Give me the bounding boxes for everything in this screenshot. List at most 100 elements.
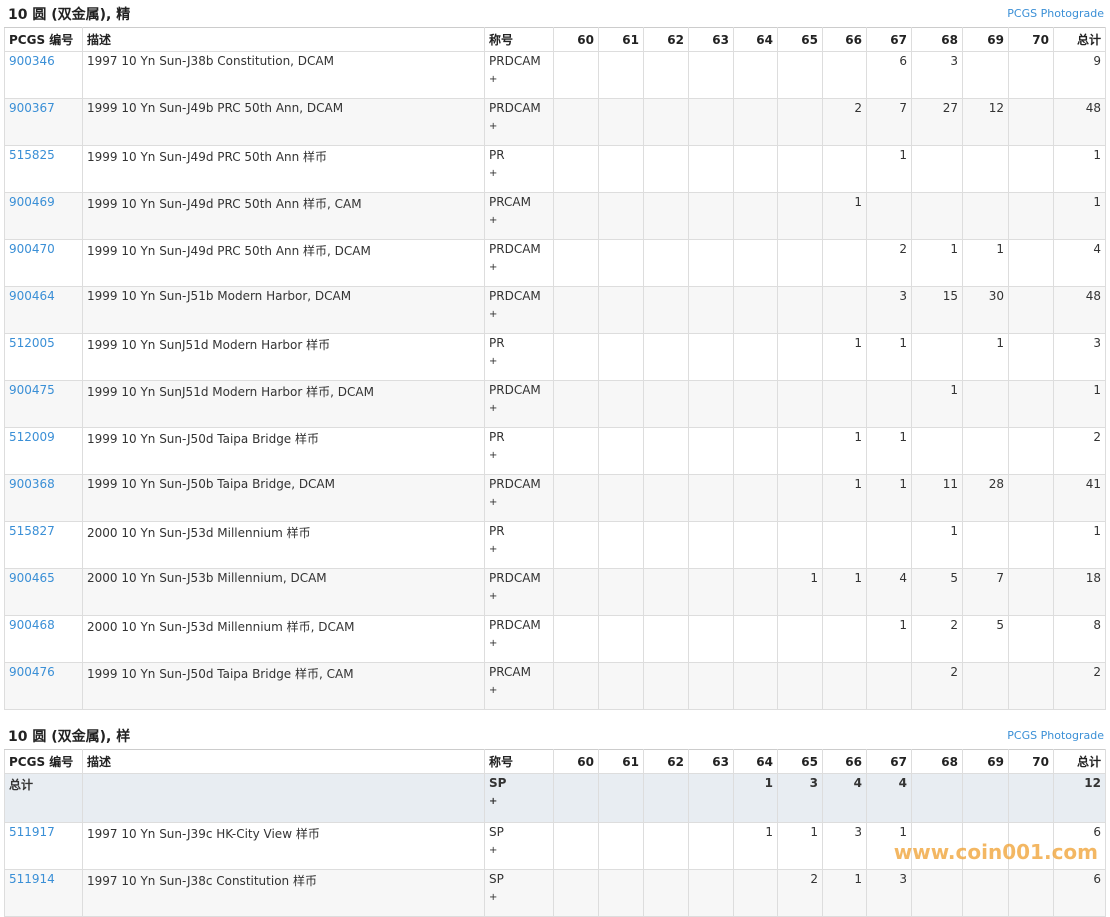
grade-count — [688, 869, 734, 917]
grade-count: 1 — [866, 615, 912, 663]
pcgs-id[interactable]: 900470 — [4, 239, 83, 287]
grade-count — [733, 51, 778, 99]
pcgs-id[interactable]: 900464 — [4, 286, 83, 334]
column-header: 描述 — [82, 749, 485, 774]
plus: + — [489, 591, 498, 602]
pcgs-id[interactable]: 900475 — [4, 380, 83, 428]
table-row: 900468 2000 10 Yn Sun-J53d Millennium 样币,… — [4, 615, 1106, 663]
description: 1999 10 Yn Sun-J49d PRC 50th Ann 样币, DCA… — [82, 239, 485, 287]
grade-count: 1 — [962, 239, 1009, 287]
population-table: PCGS 编号 描述 称号 60 61 62 63 64 65 66 67 68 69 70 总计 总计 SP +… — [4, 749, 1106, 917]
designation-text: PR — [489, 148, 505, 162]
column-header: 65 — [777, 749, 823, 774]
grade-count — [688, 286, 734, 334]
grade-count: 28 — [962, 474, 1009, 522]
column-header: 64 — [733, 749, 778, 774]
grade-count — [643, 192, 689, 240]
grade-count: 1 — [866, 427, 912, 475]
pcgs-id[interactable]: 515827 — [4, 521, 83, 569]
pcgs-id[interactable]: 515825 — [4, 145, 83, 193]
designation-text: PRDCAM — [489, 618, 541, 632]
table-row: 900367 1999 10 Yn Sun-J49b PRC 50th Ann, … — [4, 98, 1106, 146]
grade-count — [911, 822, 963, 870]
grade-count — [1008, 427, 1054, 475]
description: 1999 10 Yn Sun-J49d PRC 50th Ann 样币, CAM — [82, 192, 485, 240]
column-header: 总计 — [1053, 749, 1106, 774]
grade-count — [911, 427, 963, 475]
column-header: 67 — [866, 749, 912, 774]
grade-count — [733, 145, 778, 193]
pcgs-id[interactable]: 900476 — [4, 662, 83, 710]
table-row: 900346 1997 10 Yn Sun-J38b Constitution, … — [4, 51, 1106, 99]
grade-count — [688, 427, 734, 475]
grade-count — [1008, 192, 1054, 240]
table-row: 900368 1999 10 Yn Sun-J50b Taipa Bridge, … — [4, 474, 1106, 522]
pcgs-id[interactable]: 512005 — [4, 333, 83, 381]
column-header: 67 — [866, 27, 912, 52]
grade-count — [553, 145, 599, 193]
column-header: 70 — [1008, 27, 1054, 52]
pcgs-id: 总计 — [4, 773, 83, 823]
grade-count: 1 — [911, 380, 963, 428]
pcgs-id[interactable]: 900367 — [4, 98, 83, 146]
total-count: 2 — [1053, 662, 1106, 710]
spacer — [4, 710, 1106, 722]
total-count: 1 — [1053, 192, 1106, 240]
grade-count — [777, 239, 823, 287]
grade-count — [866, 192, 912, 240]
grade-count — [962, 380, 1009, 428]
pcgs-id[interactable]: 900368 — [4, 474, 83, 522]
grade-count — [598, 380, 644, 428]
grade-count: 3 — [822, 822, 867, 870]
designation: PRCAM + — [484, 662, 554, 710]
grade-count — [643, 51, 689, 99]
pcgs-id[interactable]: 900468 — [4, 615, 83, 663]
total-count: 4 — [1053, 239, 1106, 287]
pcgs-id[interactable]: 900346 — [4, 51, 83, 99]
grade-count — [553, 474, 599, 522]
grade-count — [1008, 662, 1054, 710]
grade-count: 1 — [733, 822, 778, 870]
pcgs-id[interactable]: 512009 — [4, 427, 83, 475]
grade-count — [733, 239, 778, 287]
grade-count — [911, 869, 963, 917]
plus: + — [489, 215, 498, 226]
grade-count: 15 — [911, 286, 963, 334]
pcgs-id[interactable]: 900465 — [4, 568, 83, 616]
grade-count — [962, 51, 1009, 99]
designation-text: SP — [489, 872, 504, 886]
grade-count — [733, 568, 778, 616]
grade-count — [598, 568, 644, 616]
grade-count — [553, 98, 599, 146]
pcgs-id[interactable]: 900469 — [4, 192, 83, 240]
pcgs-id[interactable]: 511914 — [4, 869, 83, 917]
photograde-link[interactable]: PCGS Photograde — [1007, 729, 1104, 742]
total-row: 总计 SP +1 3 4 4 12 — [4, 773, 1106, 823]
grade-count — [1008, 333, 1054, 381]
column-header: 66 — [822, 749, 867, 774]
plus: + — [489, 497, 498, 508]
grade-count: 1 — [822, 474, 867, 522]
grade-count: 5 — [911, 568, 963, 616]
designation: PR + — [484, 427, 554, 475]
pcgs-id[interactable]: 511917 — [4, 822, 83, 870]
designation-text: SP — [489, 776, 507, 790]
column-header: 总计 — [1053, 27, 1106, 52]
column-header: 64 — [733, 27, 778, 52]
grade-count — [643, 474, 689, 522]
grade-count — [688, 333, 734, 381]
description: 2000 10 Yn Sun-J53d Millennium 样币, DCAM — [82, 615, 485, 663]
description: 1999 10 Yn Sun-J50d Taipa Bridge 样币 — [82, 427, 485, 475]
total-count: 48 — [1053, 98, 1106, 146]
grade-count — [553, 773, 599, 823]
table-row: 900470 1999 10 Yn Sun-J49d PRC 50th Ann 样… — [4, 239, 1106, 287]
grade-count: 1 — [962, 333, 1009, 381]
grade-count — [688, 568, 734, 616]
designation-text: PRCAM — [489, 195, 531, 209]
section-header: 10 圆 (双金属), 精 PCGS Photograde — [4, 0, 1106, 27]
section-header: 10 圆 (双金属), 样 PCGS Photograde — [4, 722, 1106, 749]
grade-count: 30 — [962, 286, 1009, 334]
plus: + — [489, 685, 498, 696]
photograde-link[interactable]: PCGS Photograde — [1007, 7, 1104, 20]
description: 1999 10 Yn Sun-J49d PRC 50th Ann 样币 — [82, 145, 485, 193]
